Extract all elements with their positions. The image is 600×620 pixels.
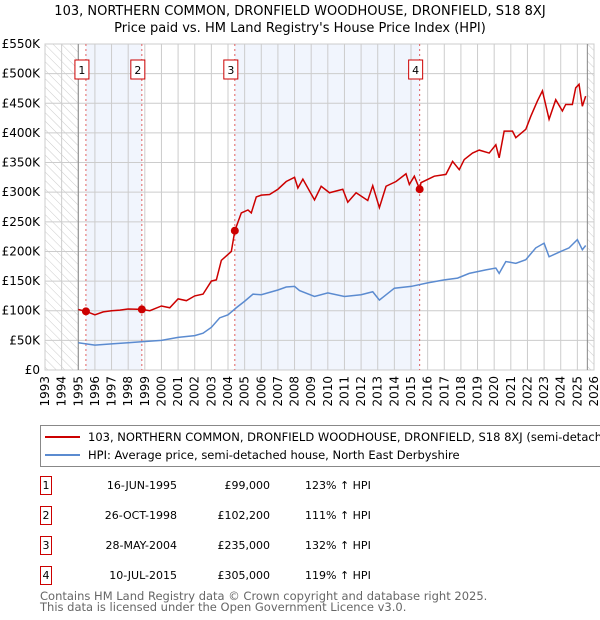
sale-label-number: 4 (412, 64, 419, 77)
x-tick-label: 1993 (38, 376, 52, 407)
y-tick-label: £300K (2, 185, 42, 199)
legend-item-hpi: HPI: Average price, semi-detached house,… (45, 447, 460, 463)
sale-label-box (223, 59, 239, 80)
sale-label-number: 2 (134, 64, 141, 77)
x-tick-label: 2014 (387, 376, 401, 407)
x-tick-label: 2024 (554, 376, 568, 407)
sale-date: 28-MAY-2004 (105, 539, 177, 552)
property-series-line (78, 82, 587, 316)
y-tick-label: £0 (25, 363, 40, 377)
x-tick-label: 1998 (121, 376, 135, 407)
legend-label-property: 103, NORTHERN COMMON, DRONFIELD WOODHOUS… (88, 430, 600, 444)
ownership-shade (234, 44, 420, 370)
sale-label-box (408, 59, 424, 80)
x-tick-label: 2008 (288, 376, 302, 407)
x-tick-label: 2007 (271, 376, 285, 407)
sale-hpi-change: 132% ↑ HPI (305, 539, 371, 552)
sale-point (81, 307, 90, 316)
blue-line-swatch (45, 454, 80, 456)
sale-price: £102,200 (217, 509, 271, 522)
sale-label-box (74, 59, 90, 80)
x-tick-label: 2012 (354, 376, 368, 407)
sale-price: £99,000 (224, 479, 271, 492)
x-tick-label: 1995 (71, 376, 85, 407)
sale-label-number: 1 (78, 64, 85, 77)
x-tick-label: 2001 (171, 376, 185, 407)
hpi-series-line (78, 238, 587, 346)
y-tick-label: £450K (2, 96, 42, 110)
x-tick-label: 2023 (537, 376, 551, 407)
sale-number-badge: 4 (40, 566, 52, 585)
x-tick-label: 2000 (154, 376, 168, 407)
x-tick-label: 1999 (138, 376, 152, 407)
sale-number-badge: 1 (40, 476, 52, 495)
x-tick-label: 2022 (520, 376, 534, 407)
red-line-swatch (45, 436, 80, 438)
x-tick-label: 2002 (188, 376, 202, 407)
x-tick-label: 2009 (304, 376, 318, 407)
x-tick-label: 2003 (204, 376, 218, 407)
x-tick-label: 2005 (238, 376, 252, 407)
x-tick-label: 2010 (321, 376, 335, 407)
x-tick-label: 2015 (404, 376, 418, 407)
x-tick-label: 2025 (570, 376, 584, 407)
legend: 103, NORTHERN COMMON, DRONFIELD WOODHOUS… (40, 425, 600, 467)
x-tick-label: 2026 (587, 376, 600, 407)
y-tick-label: £400K (2, 126, 42, 140)
x-tick-label: 2013 (371, 376, 385, 407)
sale-label-box (130, 59, 146, 80)
y-tick-label: £100K (2, 304, 42, 318)
x-tick-label: 2006 (254, 376, 268, 407)
y-tick-label: £150K (2, 274, 42, 288)
sale-hpi-change: 119% ↑ HPI (305, 569, 371, 582)
x-tick-label: 1997 (105, 376, 119, 407)
price-chart: 1993 1994 1995 1996 1997 1998 1999 2000 2001 2002… (2, 37, 600, 407)
plot-border (44, 43, 595, 371)
sale-point (137, 305, 146, 314)
sale-hpi-change: 111% ↑ HPI (305, 509, 371, 522)
x-tick-label: 2016 (421, 376, 435, 407)
x-tick-label: 2011 (337, 376, 351, 407)
footer-licence: This data is licensed under the Open Gov… (40, 600, 407, 614)
legend-item-property: 103, NORTHERN COMMON, DRONFIELD WOODHOUS… (45, 429, 600, 445)
sale-date: 16-JUN-1995 (106, 479, 177, 492)
footer-copyright: Contains HM Land Registry data © Crown c… (40, 589, 488, 603)
x-tick-label: 2017 (437, 376, 451, 407)
y-tick-label: £350K (2, 156, 42, 170)
no-data-hatch (587, 44, 594, 370)
x-tick-label: 2021 (504, 376, 518, 407)
x-tick-label: 2018 (454, 376, 468, 407)
sale-price: £235,000 (217, 539, 271, 552)
y-tick-label: £550K (2, 37, 42, 51)
chart-title: 103, NORTHERN COMMON, DRONFIELD WOODHOUS… (54, 4, 546, 19)
legend-label-hpi: HPI: Average price, semi-detached house,… (88, 448, 460, 462)
sale-point (415, 185, 424, 194)
chart-subtitle: Price paid vs. HM Land Registry's House … (114, 21, 486, 36)
sale-date: 10-JUL-2015 (109, 569, 177, 582)
x-tick-label: 2020 (487, 376, 501, 407)
sale-price: £305,000 (217, 569, 271, 582)
x-tick-label: 1994 (55, 376, 69, 407)
sale-number-badge: 2 (40, 506, 52, 525)
y-tick-label: £500K (2, 67, 42, 81)
y-tick-label: £200K (2, 244, 42, 258)
sale-number-badge: 3 (40, 536, 52, 555)
sale-date: 26-OCT-1998 (104, 509, 177, 522)
y-tick-label: £250K (2, 215, 42, 229)
y-tick-label: £50K (9, 333, 41, 347)
sale-label-number: 3 (227, 64, 234, 77)
ownership-shade (85, 44, 142, 370)
sale-hpi-change: 123% ↑ HPI (305, 479, 371, 492)
sale-point (230, 226, 239, 235)
x-tick-label: 2004 (221, 376, 235, 407)
x-tick-label: 2019 (471, 376, 485, 407)
x-tick-label: 1996 (88, 376, 102, 407)
